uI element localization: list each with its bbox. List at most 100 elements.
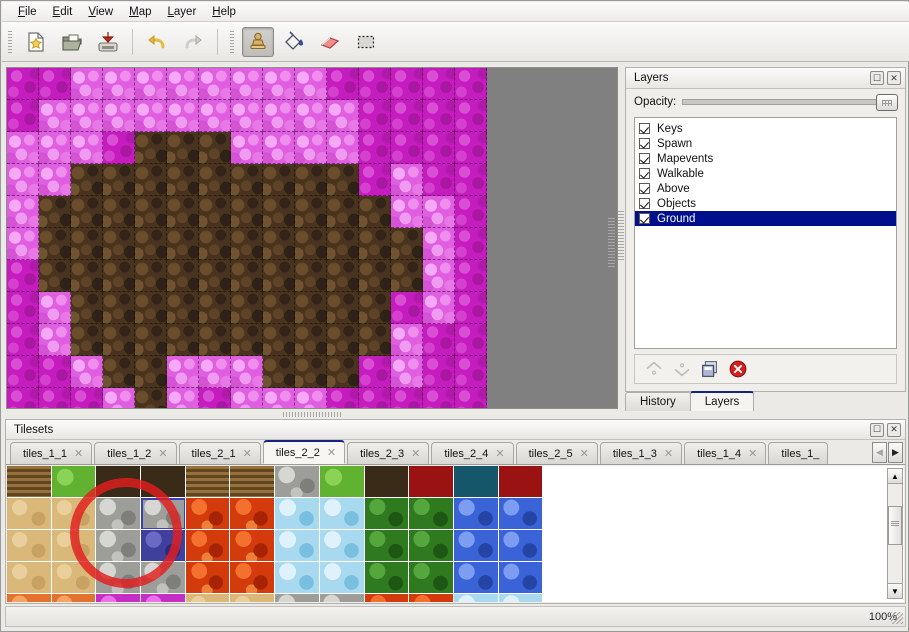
- map-tile[interactable]: [199, 260, 231, 292]
- map-tile[interactable]: [103, 164, 135, 196]
- map-tile[interactable]: [7, 324, 39, 356]
- palette-tile[interactable]: [319, 466, 365, 498]
- map-tile[interactable]: [455, 164, 487, 196]
- palette-tile[interactable]: [498, 530, 544, 562]
- map-tile[interactable]: [167, 132, 199, 164]
- palette-tile[interactable]: [453, 466, 499, 498]
- map-tile[interactable]: [103, 356, 135, 388]
- map-tile[interactable]: [295, 164, 327, 196]
- map-tile[interactable]: [135, 228, 167, 260]
- map-tile[interactable]: [71, 164, 103, 196]
- tab-close-icon[interactable]: ✕: [411, 448, 421, 460]
- layer-row[interactable]: Keys: [635, 121, 896, 136]
- palette-tile[interactable]: [409, 498, 454, 530]
- palette-tile[interactable]: [453, 594, 499, 602]
- tab-close-icon[interactable]: ✕: [242, 448, 252, 460]
- palette-tile[interactable]: [141, 498, 186, 530]
- menu-item-file[interactable]: File: [18, 5, 37, 18]
- map-tile[interactable]: [231, 292, 263, 324]
- map-tile[interactable]: [7, 260, 39, 292]
- map-tile[interactable]: [455, 260, 487, 292]
- map-tile[interactable]: [7, 356, 39, 388]
- map-tile[interactable]: [7, 388, 39, 408]
- map-tile[interactable]: [231, 132, 263, 164]
- eraser-icon[interactable]: [314, 27, 346, 57]
- menu-item-map[interactable]: Map: [129, 5, 152, 18]
- map-tile[interactable]: [263, 196, 295, 228]
- tileset-tab-tiles_1_4[interactable]: tiles_1_4 ✕: [684, 442, 767, 464]
- map-tile[interactable]: [231, 324, 263, 356]
- tileset-tab-tiles_1_3[interactable]: tiles_1_3 ✕: [599, 442, 683, 464]
- palette-tile[interactable]: [319, 498, 365, 530]
- map-tile[interactable]: [327, 388, 359, 408]
- map-tile[interactable]: [39, 324, 71, 356]
- map-tile[interactable]: [39, 292, 71, 324]
- palette-tile[interactable]: [96, 466, 142, 498]
- map-tile[interactable]: [327, 292, 359, 324]
- map-tile[interactable]: [391, 260, 423, 292]
- layer-row[interactable]: Mapevents: [635, 151, 896, 166]
- map-tile[interactable]: [391, 196, 423, 228]
- palette-tile[interactable]: [364, 594, 410, 602]
- map-tile[interactable]: [423, 388, 455, 408]
- scroll-tabs-left-button[interactable]: ◀: [872, 442, 887, 463]
- palette-tile[interactable]: [96, 498, 142, 530]
- palette-tile[interactable]: [141, 530, 186, 562]
- palette-tile[interactable]: [409, 594, 454, 602]
- map-tile[interactable]: [135, 196, 167, 228]
- layer-visibility-checkbox[interactable]: [639, 213, 650, 224]
- map-tile[interactable]: [103, 388, 135, 408]
- map-tile[interactable]: [231, 68, 263, 100]
- map-tile[interactable]: [39, 164, 71, 196]
- map-tile[interactable]: [103, 68, 135, 100]
- palette-tile[interactable]: [364, 466, 410, 498]
- map-tile[interactable]: [359, 132, 391, 164]
- map-canvas[interactable]: [6, 67, 618, 409]
- map-tile[interactable]: [199, 196, 231, 228]
- palette-tile[interactable]: [230, 562, 276, 594]
- map-tile[interactable]: [391, 388, 423, 408]
- tileset-tab-tiles_2_5[interactable]: tiles_2_5 ✕: [515, 442, 598, 464]
- map-tile[interactable]: [231, 100, 263, 132]
- palette-tile[interactable]: [185, 498, 231, 530]
- map-tile[interactable]: [231, 164, 263, 196]
- palette-tile[interactable]: [319, 562, 365, 594]
- map-tile[interactable]: [263, 356, 295, 388]
- map-tile[interactable]: [167, 164, 199, 196]
- map-tile[interactable]: [295, 292, 327, 324]
- map-tile[interactable]: [391, 228, 423, 260]
- map-tile[interactable]: [199, 292, 231, 324]
- palette-tile[interactable]: [498, 466, 544, 498]
- map-tile[interactable]: [423, 324, 455, 356]
- layer-row[interactable]: Objects: [635, 196, 896, 211]
- palette-tile[interactable]: [275, 498, 320, 530]
- map-tile[interactable]: [199, 164, 231, 196]
- map-tile[interactable]: [135, 132, 167, 164]
- map-tile[interactable]: [455, 228, 487, 260]
- layer-visibility-checkbox[interactable]: [639, 123, 650, 134]
- map-tile[interactable]: [327, 260, 359, 292]
- map-tile[interactable]: [455, 388, 487, 408]
- palette-tile[interactable]: [275, 594, 320, 602]
- dock-tab-layers[interactable]: Layers: [689, 391, 755, 411]
- map-tile[interactable]: [359, 196, 391, 228]
- map-tile[interactable]: [359, 100, 391, 132]
- map-tile[interactable]: [455, 324, 487, 356]
- map-tile[interactable]: [295, 68, 327, 100]
- map-tile[interactable]: [423, 196, 455, 228]
- tileset-tab-tiles_2_3[interactable]: tiles_2_3 ✕: [347, 442, 430, 464]
- map-tile[interactable]: [7, 164, 39, 196]
- map-tile[interactable]: [327, 324, 359, 356]
- map-tile[interactable]: [327, 100, 359, 132]
- map-tile[interactable]: [423, 100, 455, 132]
- map-tile[interactable]: [391, 324, 423, 356]
- open-file-icon[interactable]: [56, 27, 88, 57]
- map-tile[interactable]: [263, 260, 295, 292]
- palette-tile[interactable]: [364, 498, 410, 530]
- map-tile[interactable]: [135, 388, 167, 408]
- palette-tile[interactable]: [96, 594, 142, 602]
- scrollbar-track[interactable]: [888, 484, 902, 583]
- map-tile[interactable]: [359, 260, 391, 292]
- palette-tile[interactable]: [409, 562, 454, 594]
- palette-tile[interactable]: [364, 530, 410, 562]
